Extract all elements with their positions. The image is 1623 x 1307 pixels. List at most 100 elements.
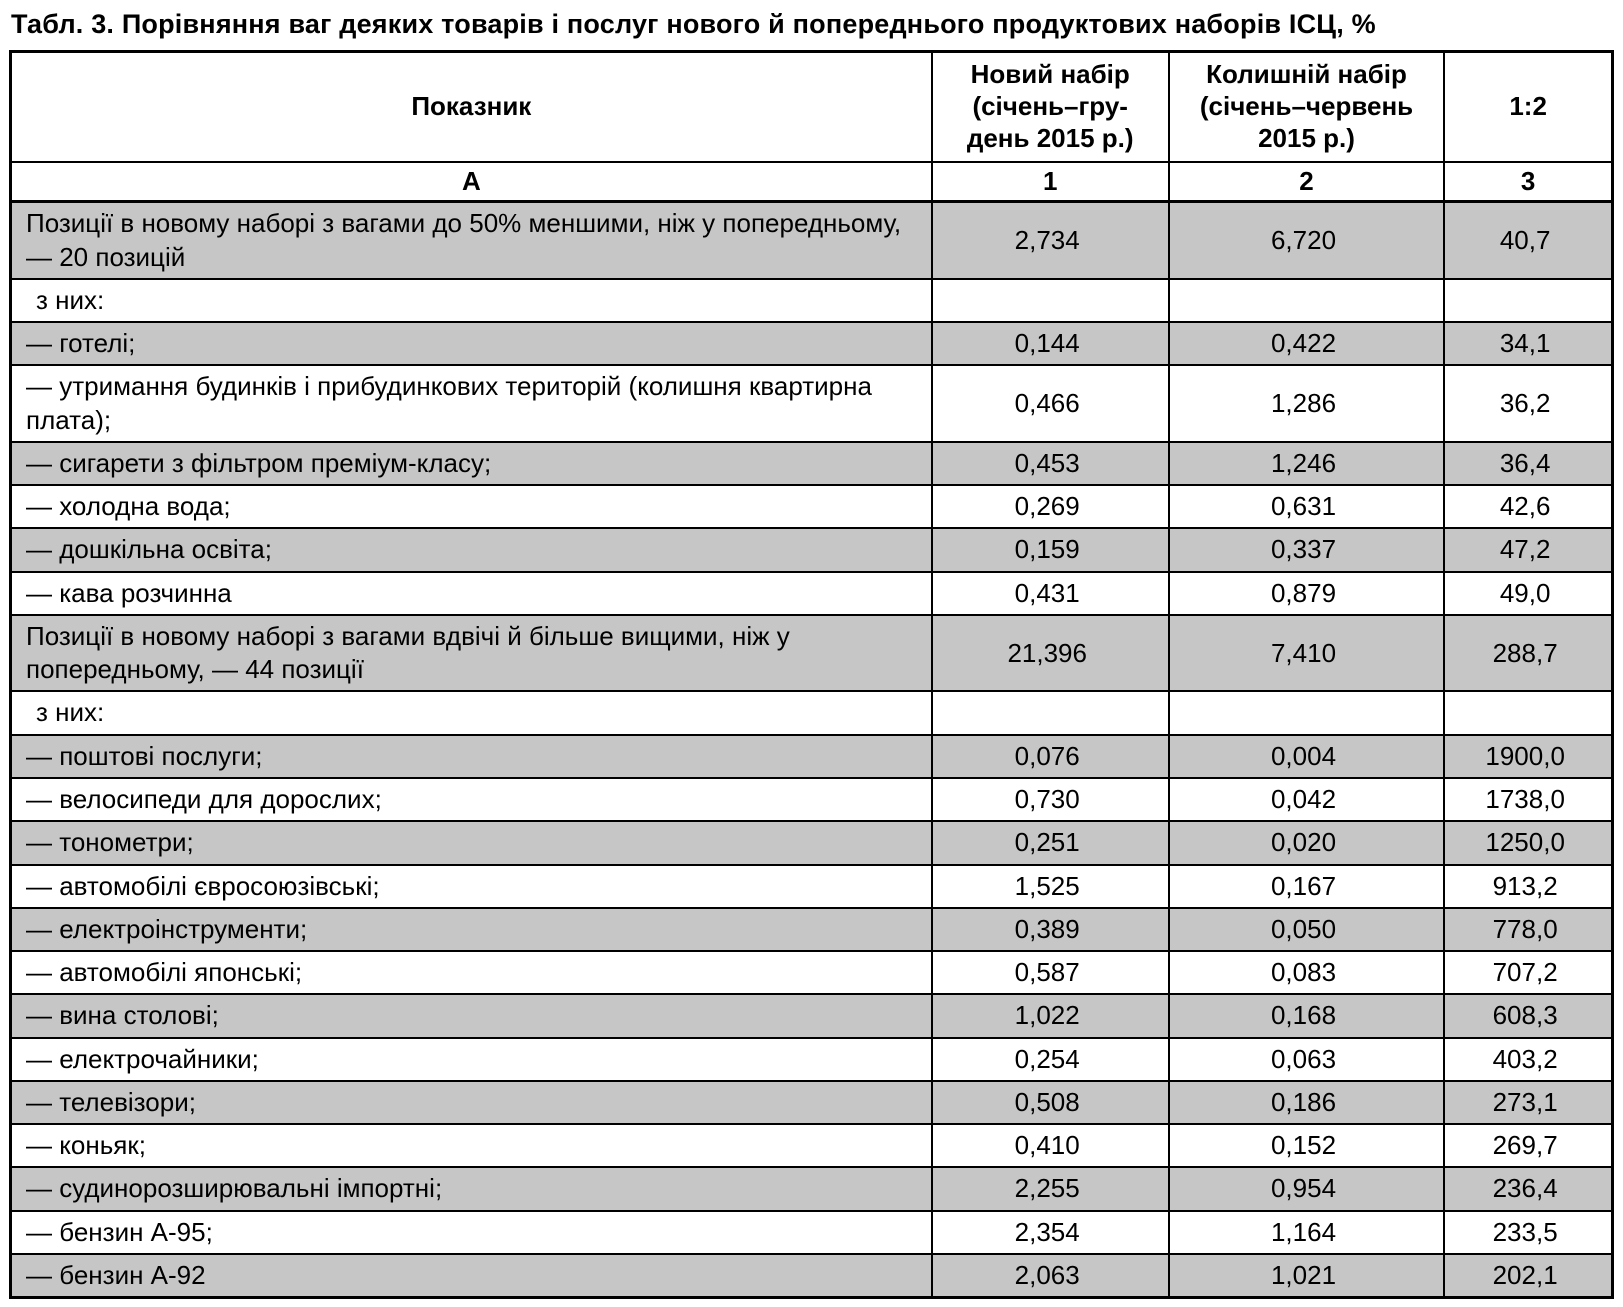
- subheader-row: А 1 2 3: [9, 160, 1614, 204]
- table-title: Табл. 3. Порівняння ваг деяких товарів і…: [11, 9, 1376, 39]
- row-label: з них:: [9, 277, 933, 324]
- value-new: 2,063: [930, 1252, 1170, 1299]
- value-ratio: 1738,0: [1443, 776, 1614, 823]
- subheader-a: А: [9, 160, 933, 204]
- row-label: — автомобілі японські;: [9, 950, 933, 996]
- value-ratio: 288,7: [1443, 613, 1614, 693]
- row-label: — сигарети з фільтром преміум-класу;: [9, 440, 933, 487]
- value-new: 0,144: [930, 321, 1170, 367]
- value-ratio: 608,3: [1443, 993, 1614, 1039]
- value-ratio: 403,2: [1443, 1036, 1614, 1082]
- table-row: — сигарети з фільтром преміум-класу; 0,45…: [9, 440, 1614, 487]
- value-ratio: 1250,0: [1443, 820, 1614, 866]
- value-old: 1,164: [1167, 1209, 1446, 1255]
- table-row: — судинорозширювальні імпортні; 2,255 0,95…: [9, 1166, 1614, 1212]
- value-old: 1,246: [1167, 440, 1446, 487]
- value-old: [1167, 690, 1446, 736]
- row-label: — поштові послуги;: [9, 733, 933, 779]
- comparison-table: Показник Новий набір (січень–гру- день 2…: [9, 50, 1614, 1300]
- row-label: — коньяк;: [9, 1123, 933, 1169]
- table-row: — коньяк; 0,410 0,152 269,7: [9, 1123, 1614, 1169]
- row-label: — тонометри;: [9, 820, 933, 866]
- table-row: — утримання будинків і прибудинкових тер…: [9, 364, 1614, 443]
- table-head: Показник Новий набір (січень–гру- день 2…: [9, 50, 1614, 204]
- table-row: — поштові послуги; 0,076 0,004 1900,0: [9, 733, 1614, 779]
- value-new: 2,354: [930, 1209, 1170, 1255]
- value-new: 0,587: [930, 950, 1170, 996]
- value-new: 0,730: [930, 776, 1170, 823]
- row-label: Позиції в новому наборі з вагами вдвічі …: [9, 613, 933, 693]
- value-old: 1,286: [1167, 364, 1446, 443]
- table-row: — кава розчинна 0,431 0,879 49,0: [9, 570, 1614, 616]
- table-row: — холодна вода; 0,269 0,631 42,6: [9, 484, 1614, 530]
- table-row: з них:: [9, 277, 1614, 324]
- table-row: — електрочайники; 0,254 0,063 403,2: [9, 1036, 1614, 1082]
- subheader-1: 1: [930, 160, 1170, 204]
- value-new: 0,466: [930, 364, 1170, 443]
- value-ratio: 236,4: [1443, 1166, 1614, 1212]
- table-row: — бензин А-92 2,063 1,021 202,1: [9, 1252, 1614, 1299]
- value-new: 21,396: [930, 613, 1170, 693]
- value-ratio: 233,5: [1443, 1209, 1614, 1255]
- value-old: 0,152: [1167, 1123, 1446, 1169]
- value-new: 0,431: [930, 570, 1170, 616]
- value-new: 0,389: [930, 906, 1170, 953]
- value-ratio: 34,1: [1443, 321, 1614, 367]
- value-ratio: 49,0: [1443, 570, 1614, 616]
- value-ratio: [1443, 277, 1614, 324]
- table-row: — бензин А-95; 2,354 1,164 233,5: [9, 1209, 1614, 1255]
- table-row: — автомобілі японські; 0,587 0,083 707,2: [9, 950, 1614, 996]
- value-old: 0,042: [1167, 776, 1446, 823]
- value-old: 6,720: [1167, 200, 1446, 280]
- value-old: 0,631: [1167, 484, 1446, 530]
- row-label: — електроінструменти;: [9, 906, 933, 953]
- value-ratio: 42,6: [1443, 484, 1614, 530]
- value-new: 2,734: [930, 200, 1170, 280]
- value-old: 0,063: [1167, 1036, 1446, 1082]
- row-label: — бензин А-92: [9, 1252, 933, 1299]
- value-new: 0,269: [930, 484, 1170, 530]
- value-ratio: 273,1: [1443, 1079, 1614, 1126]
- value-new: 0,076: [930, 733, 1170, 779]
- header-new-set: Новий набір (січень–гру- день 2015 р.): [930, 50, 1170, 163]
- table-row: — електроінструменти; 0,389 0,050 778,0: [9, 906, 1614, 953]
- row-label: — телевізори;: [9, 1079, 933, 1126]
- value-old: 0,168: [1167, 993, 1446, 1039]
- row-label: з них:: [9, 690, 933, 736]
- value-old: 0,422: [1167, 321, 1446, 367]
- row-label: — вина столові;: [9, 993, 933, 1039]
- value-ratio: 778,0: [1443, 906, 1614, 953]
- row-label: — готелі;: [9, 321, 933, 367]
- table-row: — телевізори; 0,508 0,186 273,1: [9, 1079, 1614, 1126]
- row-label: — кава розчинна: [9, 570, 933, 616]
- row-label: — дошкільна освіта;: [9, 527, 933, 573]
- row-label: — електрочайники;: [9, 1036, 933, 1082]
- table-row: — тонометри; 0,251 0,020 1250,0: [9, 820, 1614, 866]
- value-new: 2,255: [930, 1166, 1170, 1212]
- value-ratio: 202,1: [1443, 1252, 1614, 1299]
- value-old: 1,021: [1167, 1252, 1446, 1299]
- value-old: 0,186: [1167, 1079, 1446, 1126]
- table-row: Позиції в новому наборі з вагами до 50% …: [9, 200, 1614, 280]
- value-old: [1167, 277, 1446, 324]
- subheader-2: 2: [1167, 160, 1446, 204]
- value-ratio: 707,2: [1443, 950, 1614, 996]
- value-old: 0,879: [1167, 570, 1446, 616]
- value-new: 0,159: [930, 527, 1170, 573]
- header-old-set: Колишній набір (січень–червень 2015 р.): [1167, 50, 1446, 163]
- value-new: 0,508: [930, 1079, 1170, 1126]
- table-row: — готелі; 0,144 0,422 34,1: [9, 321, 1614, 367]
- table-row: — велосипеди для дорослих; 0,730 0,042 1738…: [9, 776, 1614, 823]
- row-label: — автомобілі євросоюзівські;: [9, 863, 933, 909]
- table-row: — дошкільна освіта; 0,159 0,337 47,2: [9, 527, 1614, 573]
- value-ratio: 269,7: [1443, 1123, 1614, 1169]
- value-ratio: 40,7: [1443, 200, 1614, 280]
- value-new: 1,022: [930, 993, 1170, 1039]
- value-old: 0,337: [1167, 527, 1446, 573]
- value-new: 0,251: [930, 820, 1170, 866]
- table-row: з них:: [9, 690, 1614, 736]
- value-ratio: 913,2: [1443, 863, 1614, 909]
- value-old: 0,020: [1167, 820, 1446, 866]
- value-new: 0,453: [930, 440, 1170, 487]
